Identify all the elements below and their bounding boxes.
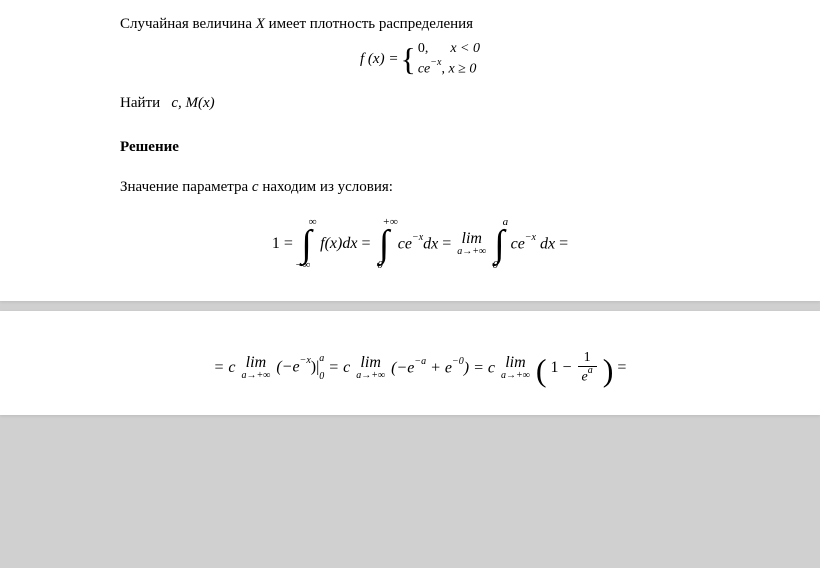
- one-minus: 1 −: [551, 359, 572, 377]
- lim-label-1: lim: [462, 231, 482, 247]
- document-page-1: Случайная величина X имеет плотность рас…: [0, 0, 820, 301]
- find-line: Найти c, M(x): [120, 91, 720, 115]
- lim-sub-4: a→+∞: [501, 371, 530, 381]
- integral-3: a ∫ 0: [494, 217, 504, 271]
- close-c: ) = c: [464, 360, 495, 377]
- limit-1: lim a→+∞: [457, 231, 486, 257]
- paren-expr-2: (−e−a + e−0) = c: [391, 358, 495, 377]
- find-vars: c, M(x): [171, 95, 214, 111]
- case2-ce: ce: [418, 62, 430, 77]
- case2-condition: x ≥ 0: [448, 62, 476, 77]
- limit-4: lim a→+∞: [501, 355, 530, 381]
- neg-0: −0: [452, 356, 464, 367]
- int2-symbol: ∫: [379, 228, 389, 260]
- int3-lower: 0: [493, 260, 499, 271]
- int3-symbol: ∫: [494, 228, 504, 260]
- param-text-1: Значение параметра: [120, 179, 248, 195]
- eq-sign-1: =: [361, 235, 370, 253]
- neg-e: (−e: [276, 359, 299, 376]
- find-label: Найти: [120, 95, 160, 111]
- integral-2: +∞ ∫ 0: [377, 217, 392, 271]
- eq-one: 1 =: [272, 235, 293, 253]
- big-paren-open: (: [536, 354, 547, 386]
- param-line: Значение параметра c находим из условия:: [120, 175, 720, 199]
- frac-a: a: [588, 365, 593, 376]
- case1-condition: x < 0: [450, 41, 480, 56]
- int1-symbol: ∫: [301, 228, 311, 260]
- lim-sub-3: a→+∞: [356, 371, 385, 381]
- case1-value: 0,: [418, 41, 429, 56]
- eq2-start: = c: [214, 359, 236, 377]
- fx-dx: f(x)dx: [320, 235, 357, 253]
- eq-row: 1 = ∞ ∫ −∞ f(x)dx = +∞ ∫ 0 ce−xdx = lim …: [272, 217, 568, 271]
- integral-1: ∞ ∫ −∞: [299, 217, 314, 271]
- param-text-2: находим из условия:: [262, 179, 393, 195]
- neg-a: −a: [414, 356, 426, 367]
- case-1: 0, x < 0: [418, 40, 480, 58]
- eq2-c-1: = c: [328, 359, 350, 377]
- neg-x-3: −x: [300, 355, 311, 366]
- cases-container: 0, x < 0 ce−x, x ≥ 0: [418, 40, 480, 79]
- piecewise-function: f (x) = { 0, x < 0 ce−x, x ≥ 0: [120, 40, 720, 79]
- trailing-eq: =: [559, 235, 568, 253]
- left-brace: {: [400, 43, 415, 75]
- intro-text: Случайная величина: [120, 16, 252, 32]
- plus-e: + e: [426, 360, 452, 377]
- lim-sub-2: a→+∞: [241, 371, 270, 381]
- big-paren-close: ): [603, 354, 614, 386]
- neg-x-1: −x: [412, 232, 423, 243]
- eval-bounds: a0: [319, 354, 324, 382]
- ce-term: ce−xdx: [398, 234, 439, 253]
- bound-top: a: [319, 354, 324, 364]
- bound-bot: 0: [319, 372, 324, 382]
- intro-end: имеет плотность распределения: [269, 16, 473, 32]
- case2-exp: −x: [430, 57, 441, 68]
- frac-e: e: [582, 370, 588, 385]
- dx-2: dx: [540, 236, 555, 253]
- eq2-row: = c lim a→+∞ (−e−x)|a0 = c lim a→+∞ (−e−…: [214, 351, 627, 385]
- fx-label: f (x) =: [360, 51, 398, 68]
- frac-bottom: ea: [578, 368, 597, 385]
- ce: ce: [398, 236, 412, 253]
- dx-1: dx: [423, 236, 438, 253]
- int1-upper: ∞: [309, 217, 317, 228]
- case-2: ce−x, x ≥ 0: [418, 58, 480, 79]
- equation-2: = c lim a→+∞ (−e−x)|a0 = c lim a→+∞ (−e−…: [120, 351, 720, 385]
- int2-lower: 0: [377, 260, 383, 271]
- neg-e-2: (−e: [391, 360, 414, 377]
- frac-top: 1: [580, 351, 595, 365]
- lim-label-2: lim: [246, 355, 266, 371]
- ce-term-2: ce−x dx: [511, 234, 556, 253]
- close-paren-bar: )|: [311, 359, 320, 376]
- fraction: 1 ea: [578, 351, 597, 385]
- lim-sub-1: a→+∞: [457, 247, 486, 257]
- eval-expr: (−e−x)|a0: [276, 354, 324, 382]
- limit-2: lim a→+∞: [241, 355, 270, 381]
- intro-variable: X: [256, 16, 265, 32]
- equation-1: 1 = ∞ ∫ −∞ f(x)dx = +∞ ∫ 0 ce−xdx = lim …: [120, 217, 720, 271]
- intro-line: Случайная величина X имеет плотность рас…: [120, 12, 720, 36]
- limit-3: lim a→+∞: [356, 355, 385, 381]
- eq2-end: =: [617, 359, 626, 377]
- int2-upper: +∞: [383, 217, 398, 228]
- ce-2: ce: [511, 236, 525, 253]
- neg-x-2: −x: [525, 232, 536, 243]
- int3-upper: a: [503, 217, 509, 228]
- solution-heading: Решение: [120, 135, 720, 159]
- eq-sign-2: =: [442, 235, 451, 253]
- lim-label-4: lim: [505, 355, 525, 371]
- lim-label-3: lim: [360, 355, 380, 371]
- document-page-2: = c lim a→+∞ (−e−x)|a0 = c lim a→+∞ (−e−…: [0, 311, 820, 415]
- param-var: c: [252, 179, 259, 195]
- int1-lower: −∞: [295, 260, 310, 271]
